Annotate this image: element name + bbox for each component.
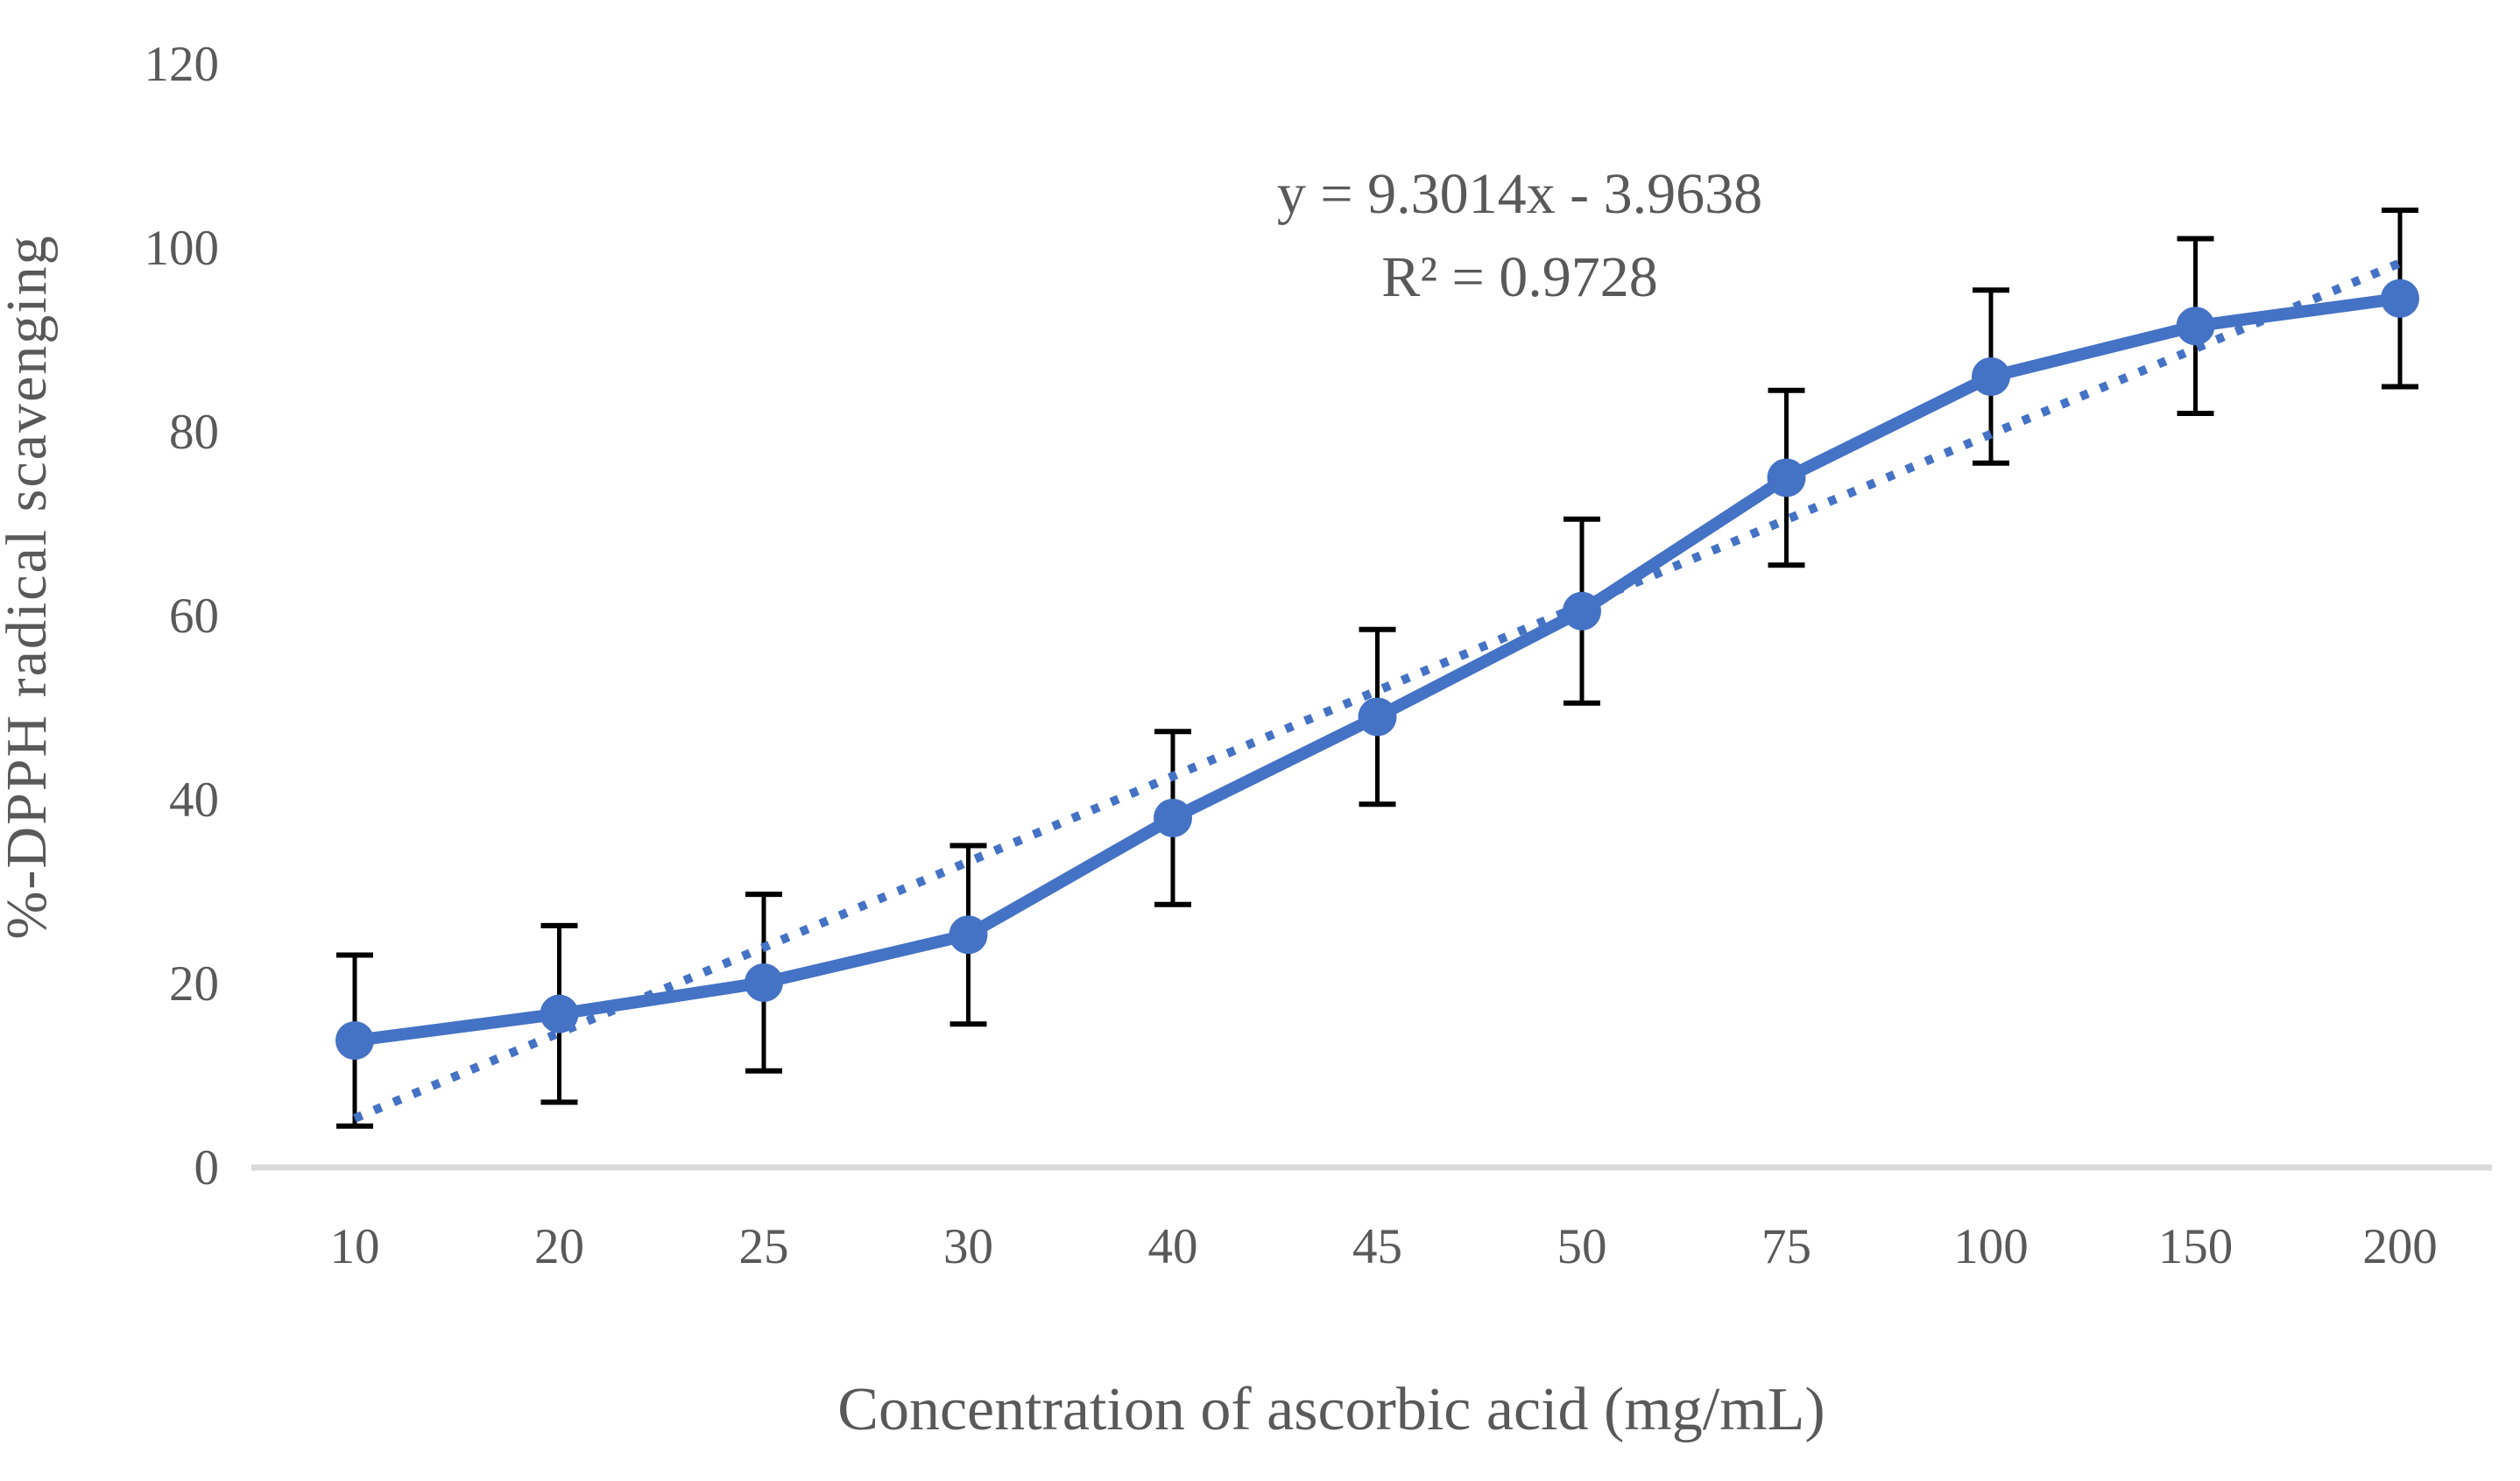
x-axis-title: Concentration of ascorbic acid (mg/mL)	[837, 1376, 1825, 1443]
x-axis-tick-label: 30	[943, 1219, 993, 1274]
data-point-marker	[1767, 458, 1806, 497]
x-axis-tick-label: 100	[1953, 1219, 2029, 1274]
data-point-marker	[1972, 357, 2010, 396]
x-axis-tick-label: 150	[2158, 1219, 2234, 1274]
data-point-marker	[2176, 307, 2215, 346]
y-axis-tick-label: 80	[169, 405, 219, 460]
y-axis-title: %-DPPH radical scavenging	[0, 234, 59, 939]
data-point-marker	[1154, 799, 1192, 837]
y-axis-tick-label: 120	[145, 37, 220, 92]
data-point-marker	[949, 915, 988, 955]
data-point-marker	[540, 994, 579, 1033]
data-point-marker	[1563, 591, 1601, 631]
x-axis-tick-label: 45	[1352, 1219, 1402, 1274]
x-axis-tick-label: 50	[1557, 1219, 1607, 1274]
x-axis-tick-label: 10	[330, 1219, 380, 1274]
y-axis-tick-label: 20	[169, 956, 219, 1012]
x-axis-tick-labels: 10 20 25 30 40 45 50 75 100 150 200	[330, 1219, 2438, 1274]
data-point-marker	[2381, 279, 2419, 318]
x-axis-tick-label: 20	[534, 1219, 584, 1274]
data-point-marker	[745, 963, 783, 1002]
y-axis-tick-label: 60	[169, 589, 219, 644]
x-axis-tick-label: 25	[739, 1219, 789, 1274]
x-axis-tick-label: 40	[1148, 1219, 1198, 1274]
y-axis-tick-labels: 0 20 40 60 80 100 120	[145, 37, 220, 1195]
x-axis-tick-label: 75	[1761, 1219, 1811, 1274]
data-points-group	[335, 279, 2419, 1061]
data-point-marker	[335, 1021, 374, 1061]
y-axis-tick-label: 40	[169, 772, 219, 828]
x-axis-tick-label: 200	[2362, 1219, 2438, 1274]
y-axis-tick-label: 100	[145, 221, 220, 276]
y-axis-tick-label: 0	[194, 1140, 220, 1195]
trendline-r-squared: R² = 0.9728	[1381, 245, 1658, 309]
data-point-marker	[1358, 697, 1397, 737]
trendline-equation: y = 9.3014x - 3.9638	[1277, 162, 1762, 226]
